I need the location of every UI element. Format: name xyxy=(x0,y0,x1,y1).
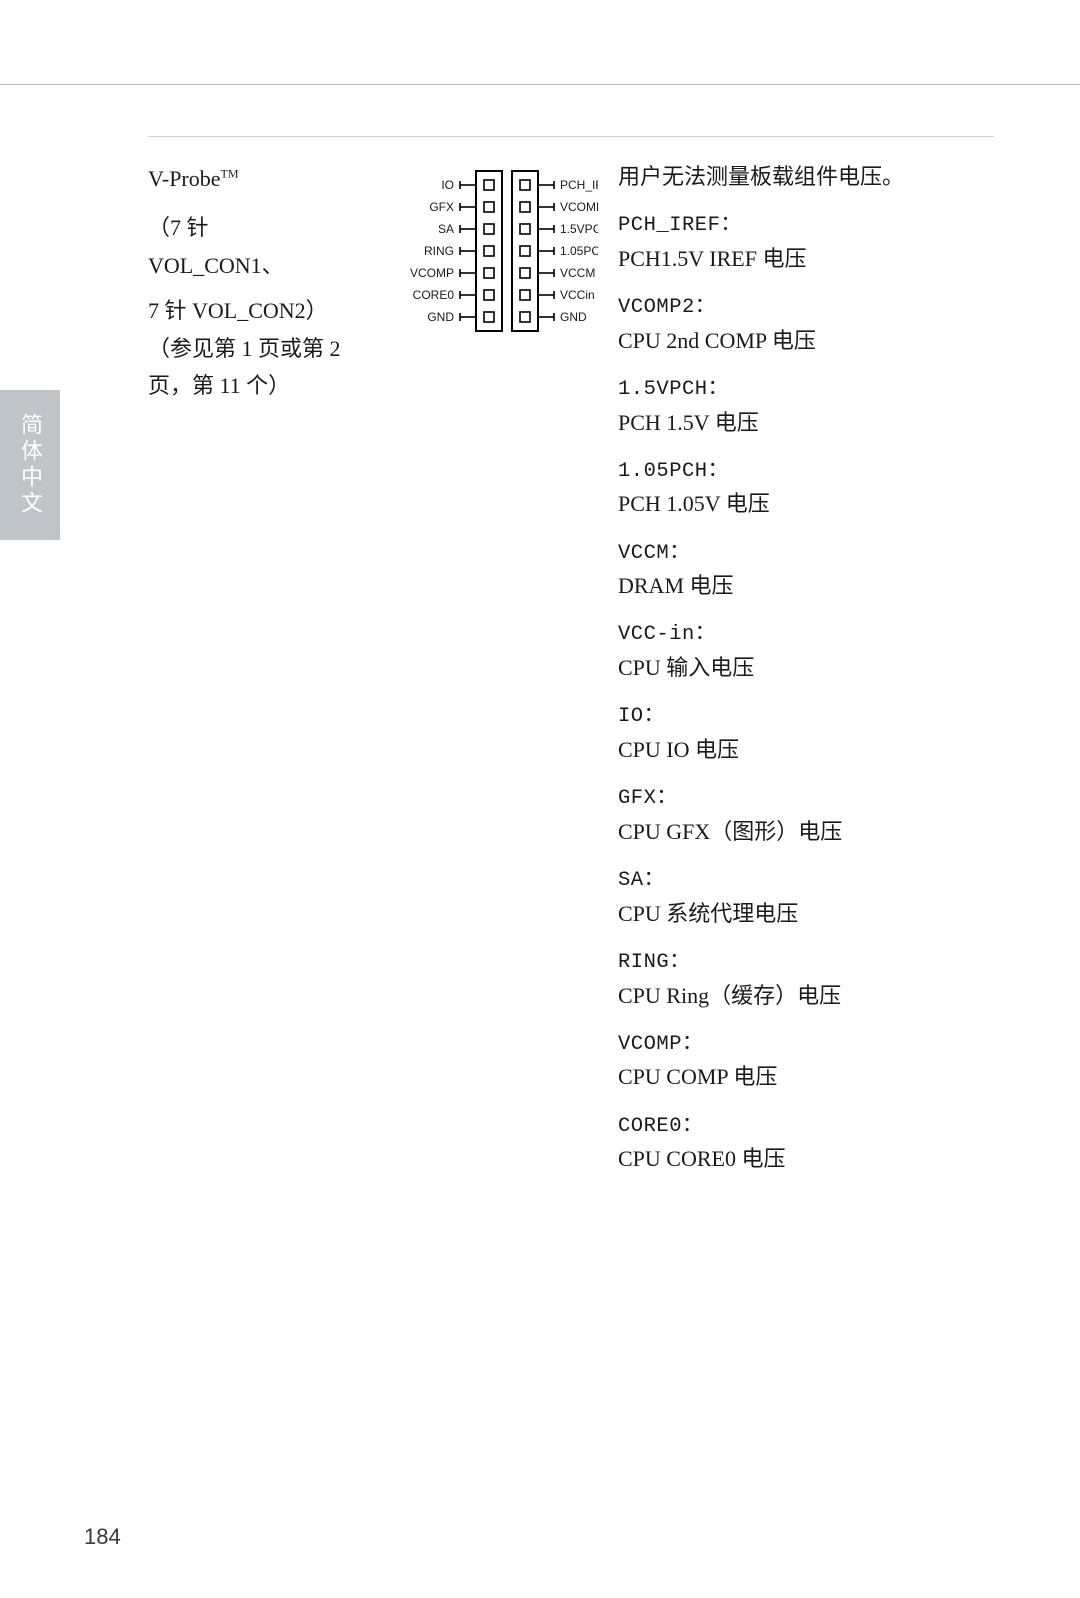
pin-label-right: VCOMP2 xyxy=(560,200,598,214)
language-tab: 简体中文 xyxy=(0,390,60,540)
definition-desc: PCH 1.05V 电压 xyxy=(618,487,994,521)
pin-label-left: VCOMP xyxy=(410,266,454,280)
definition-desc: PCH 1.5V 电压 xyxy=(618,406,994,440)
definition-term: GFX： xyxy=(618,783,994,815)
definition-term: RING： xyxy=(618,947,994,979)
pin-diagram-column: IO PCH_IREF GFX VCOMP2 SA 1.5VPCH RING 1.05PCH V… xyxy=(368,160,598,1192)
definition-entry: VCC-in：CPU 输入电压 xyxy=(618,619,994,685)
vprobe-title-sup: TM xyxy=(221,167,239,181)
definition-entry: VCOMP：CPU COMP 电压 xyxy=(618,1029,994,1095)
pin-label-right: VCCM xyxy=(560,266,595,280)
definition-entry: CORE0：CPU CORE0 电压 xyxy=(618,1111,994,1177)
pin-label-left: IO xyxy=(441,178,454,192)
left-paragraph-1: （7 针 VOL_CON1、 xyxy=(148,209,348,284)
definition-entry: IO：CPU IO 电压 xyxy=(618,701,994,767)
left-paragraph-2: 7 针 VOL_CON2）（参见第 1 页或第 2 页，第 11 个） xyxy=(148,292,348,404)
definition-term: VCOMP： xyxy=(618,1029,994,1061)
inner-rule xyxy=(148,136,994,137)
definition-entry: VCCM：DRAM 电压 xyxy=(618,538,994,604)
pin-label-right: 1.5VPCH xyxy=(560,222,598,236)
pin-label-left: GND xyxy=(427,310,454,324)
pin-diagram: IO PCH_IREF GFX VCOMP2 SA 1.5VPCH RING 1.05PCH V… xyxy=(368,168,598,353)
pin-label-right: 1.05PCH xyxy=(560,244,598,258)
content: V-ProbeTM （7 针 VOL_CON1、 7 针 VOL_CON2）（参… xyxy=(148,160,994,1192)
top-rule xyxy=(0,84,1080,85)
definition-desc: CPU Ring（缓存）电压 xyxy=(618,979,994,1013)
definition-term: SA： xyxy=(618,865,994,897)
definition-term: CORE0： xyxy=(618,1111,994,1143)
language-tab-label: 简体中文 xyxy=(14,413,46,517)
definition-entry: PCH_IREF：PCH1.5V IREF 电压 xyxy=(618,210,994,276)
definition-desc: CPU 输入电压 xyxy=(618,651,994,685)
definition-desc: PCH1.5V IREF 电压 xyxy=(618,242,994,276)
pin-diagram-svg: IO PCH_IREF GFX VCOMP2 SA 1.5VPCH RING 1.05PCH V… xyxy=(368,168,598,348)
definition-desc: CPU IO 电压 xyxy=(618,733,994,767)
definition-desc: CPU 系统代理电压 xyxy=(618,897,994,931)
page-number: 184 xyxy=(84,1524,121,1550)
definition-term: IO： xyxy=(618,701,994,733)
definitions-list: PCH_IREF：PCH1.5V IREF 电压 VCOMP2：CPU 2nd C… xyxy=(618,210,994,1176)
definition-term: PCH_IREF： xyxy=(618,210,994,242)
definition-desc: CPU 2nd COMP 电压 xyxy=(618,324,994,358)
definition-term: VCOMP2： xyxy=(618,292,994,324)
definition-entry: RING：CPU Ring（缓存）电压 xyxy=(618,947,994,1013)
definition-term: 1.05PCH： xyxy=(618,456,994,488)
definition-entry: VCOMP2：CPU 2nd COMP 电压 xyxy=(618,292,994,358)
definition-entry: 1.05PCH：PCH 1.05V 电压 xyxy=(618,456,994,522)
definition-entry: 1.5VPCH：PCH 1.5V 电压 xyxy=(618,374,994,440)
page: 简体中文 V-ProbeTM （7 针 VOL_CON1、 7 针 VOL_CO… xyxy=(0,0,1080,1598)
pin-label-right: GND xyxy=(560,310,587,324)
definition-term: VCC-in： xyxy=(618,619,994,651)
definitions-intro: 用户无法测量板载组件电压。 xyxy=(618,160,994,194)
definition-entry: GFX：CPU GFX（图形）电压 xyxy=(618,783,994,849)
definition-term: VCCM： xyxy=(618,538,994,570)
vprobe-title: V-ProbeTM xyxy=(148,160,348,197)
pin-label-left: SA xyxy=(438,222,454,236)
left-column: V-ProbeTM （7 针 VOL_CON1、 7 针 VOL_CON2）（参… xyxy=(148,160,348,1192)
pin-label-left: CORE0 xyxy=(413,288,455,302)
definition-entry: SA：CPU 系统代理电压 xyxy=(618,865,994,931)
definition-term: 1.5VPCH： xyxy=(618,374,994,406)
vprobe-title-main: V-Probe xyxy=(148,166,221,191)
definition-desc: DRAM 电压 xyxy=(618,569,994,603)
pin-label-right: PCH_IREF xyxy=(560,178,598,192)
pin-label-left: GFX xyxy=(429,200,454,214)
definition-desc: CPU GFX（图形）电压 xyxy=(618,815,994,849)
definition-desc: CPU CORE0 电压 xyxy=(618,1142,994,1176)
definition-desc: CPU COMP 电压 xyxy=(618,1060,994,1094)
pin-label-right: VCCin xyxy=(560,288,595,302)
definitions-column: 用户无法测量板载组件电压。 PCH_IREF：PCH1.5V IREF 电压 VC… xyxy=(618,160,994,1192)
pin-label-left: RING xyxy=(424,244,454,258)
